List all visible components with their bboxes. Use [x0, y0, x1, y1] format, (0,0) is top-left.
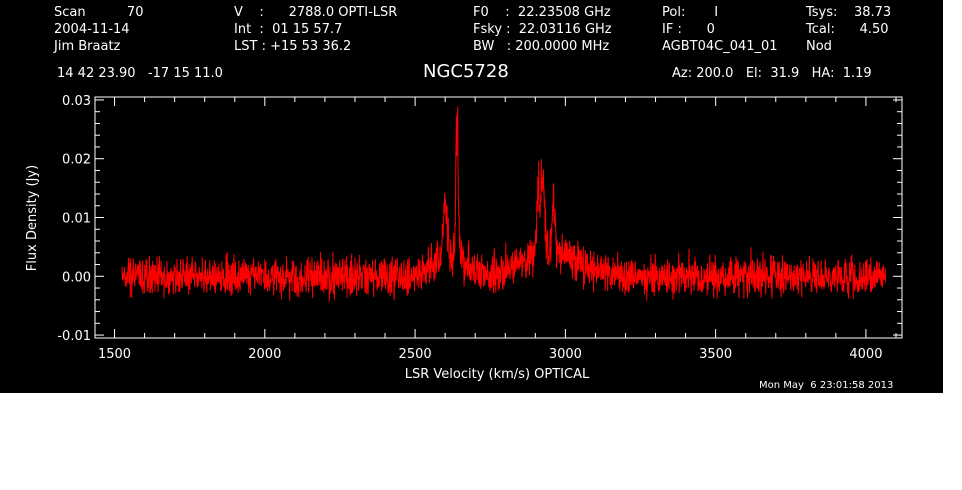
mode-label: Nod: [806, 39, 832, 54]
bw-label: BW : 200.0000 MHz: [473, 39, 610, 54]
pol-label: Pol: I: [662, 5, 719, 20]
x-tick-label: 2000: [248, 347, 281, 362]
pointing-label: Az: 200.0 El: 31.9 HA: 1.19: [672, 66, 872, 81]
plot-panel: [0, 0, 943, 393]
project-label: AGBT04C_041_01: [662, 39, 778, 54]
spectrum-chart: 1500 2000 2500 3000 3500 4000 -0.01 0.00 0.01 0.0…: [25, 94, 903, 382]
axes: 1500 2000 2500 3000 3500 4000 -0.01 0.00 0.01 0.0…: [57, 94, 903, 362]
y-axis-label: Flux Density (Jy): [25, 165, 40, 271]
f0-label: F0 : 22.23508 GHz: [473, 5, 611, 20]
y-tick-label: -0.01: [57, 329, 91, 344]
lst-label: LST : +15 53 36.2: [234, 39, 352, 54]
observer-label: Jim Braatz: [54, 39, 121, 54]
y-tick-label: 0.01: [62, 212, 91, 227]
tcal-label: Tcal: 4.50: [806, 22, 889, 37]
x-tick-label: 2500: [399, 347, 432, 362]
y-tick-label: 0.00: [62, 270, 91, 285]
tsys-label: Tsys: 38.73: [806, 5, 892, 20]
y-tick-label: 0.02: [62, 153, 91, 168]
x-tick-label: 4000: [849, 347, 882, 362]
spectrum-line: [121, 106, 886, 302]
x-axis-label: LSR Velocity (km/s) OPTICAL: [405, 367, 590, 382]
source-title: NGC5728: [423, 61, 509, 82]
x-tick-label: 3000: [549, 347, 582, 362]
velocity-label: V : 2788.0 OPTI-LSR: [234, 5, 398, 20]
x-tick-label: 3500: [699, 347, 732, 362]
date-label: 2004-11-14: [54, 22, 130, 37]
x-tick-label: 1500: [98, 347, 131, 362]
if-label: IF : 0: [662, 22, 715, 37]
plot-frame: [94, 96, 903, 339]
spectrum-series: [121, 106, 886, 302]
fsky-label: Fsky : 22.03116 GHz: [473, 22, 612, 37]
scan-label: Scan 70: [54, 5, 144, 20]
coords-label: 14 42 23.90 -17 15 11.0: [57, 66, 223, 81]
y-tick-label: 0.03: [62, 94, 91, 109]
int-label: Int : 01 15 57.7: [234, 22, 343, 37]
timestamp: Mon May 6 23:01:58 2013: [759, 380, 894, 391]
